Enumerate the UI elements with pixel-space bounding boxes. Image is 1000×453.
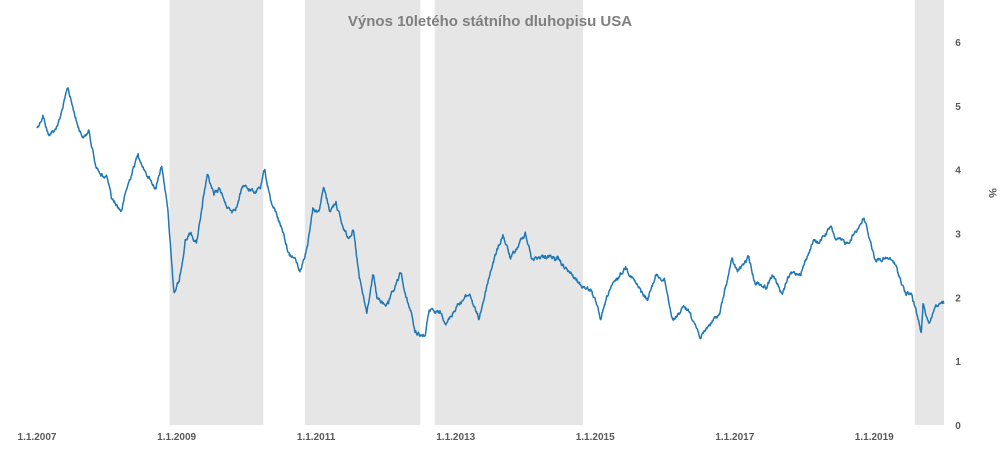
y-tick-label-2: 2 — [955, 293, 961, 304]
y-tick-label-1: 1 — [955, 357, 961, 368]
x-tick-label-6: 1.1.2019 — [855, 432, 894, 443]
x-axis: 1.1.2007 1.1.2009 1.1.2011 1.1.2013 1.1.2015… — [18, 432, 895, 443]
x-tick-label-3: 1.1.2013 — [436, 432, 475, 443]
x-tick-label-0: 1.1.2007 — [18, 432, 57, 443]
y-tick-label-5: 5 — [955, 102, 961, 113]
y-tick-label-3: 3 — [955, 229, 961, 240]
chart-title: Výnos 10letého státního dluhopisu USA — [348, 13, 632, 30]
shaded-period-0 — [169, 0, 264, 425]
y-axis: 0 1 2 3 4 5 6 — [955, 38, 961, 432]
series-group — [36, 87, 945, 340]
x-tick-label-2: 1.1.2011 — [297, 432, 336, 443]
x-tick-label-1: 1.1.2009 — [157, 432, 196, 443]
shaded-period-3 — [914, 0, 944, 425]
x-tick-label-4: 1.1.2015 — [576, 432, 615, 443]
shaded-period-2 — [434, 0, 583, 425]
shaded-periods — [169, 0, 944, 425]
series-line-0 — [36, 87, 945, 340]
shaded-period-1 — [304, 0, 421, 425]
y-tick-label-6: 6 — [955, 38, 961, 49]
y-axis-label: % — [986, 188, 998, 198]
x-tick-label-5: 1.1.2017 — [715, 432, 754, 443]
y-tick-label-0: 0 — [955, 421, 961, 432]
y-tick-label-4: 4 — [955, 166, 961, 177]
